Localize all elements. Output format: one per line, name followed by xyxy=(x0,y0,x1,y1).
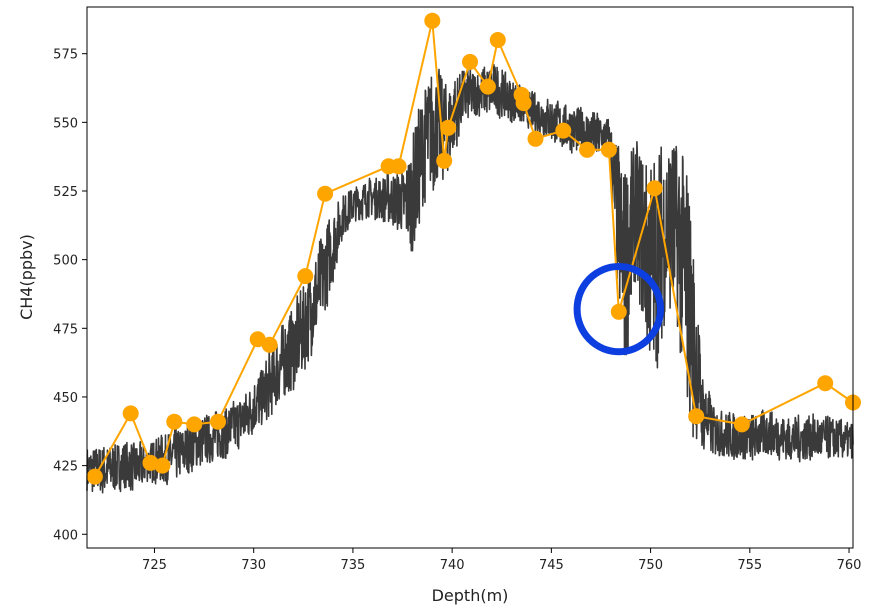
data-point-4 xyxy=(166,413,183,430)
x-tick-label: 740 xyxy=(440,558,465,573)
data-point-25 xyxy=(610,303,627,320)
data-point-5 xyxy=(186,416,203,433)
x-axis-label: Depth(m) xyxy=(432,586,509,605)
data-point-17 xyxy=(479,78,496,95)
data-point-16 xyxy=(462,53,478,70)
y-tick-label: 450 xyxy=(53,391,78,406)
data-point-20 xyxy=(515,95,532,112)
data-point-15 xyxy=(440,119,457,136)
y-axis-ticks: 400 425 450 475 500 525 550 575 xyxy=(53,48,87,543)
data-point-18 xyxy=(489,32,506,48)
plot-frame xyxy=(86,6,854,549)
data-point-7 xyxy=(249,331,266,348)
x-tick-label: 725 xyxy=(142,558,167,573)
data-point-26 xyxy=(646,180,663,197)
data-point-2 xyxy=(142,454,159,471)
y-tick-label: 575 xyxy=(53,48,78,63)
y-tick-label: 500 xyxy=(53,254,78,269)
data-point-1 xyxy=(122,405,139,422)
data-point-9 xyxy=(297,268,314,285)
data-point-6 xyxy=(210,413,226,430)
marker-series-points xyxy=(86,12,861,485)
x-tick-label: 755 xyxy=(737,558,762,573)
y-tick-label: 400 xyxy=(53,528,78,543)
x-tick-label: 760 xyxy=(837,558,862,573)
x-tick-label: 750 xyxy=(638,558,663,573)
y-tick-label: 425 xyxy=(53,460,78,475)
y-tick-label: 525 xyxy=(53,185,78,200)
data-point-8 xyxy=(261,336,278,353)
x-tick-label: 730 xyxy=(241,558,266,573)
highlight-circle-0 xyxy=(573,263,664,356)
data-point-29 xyxy=(817,375,834,392)
data-point-14 xyxy=(436,152,453,169)
data-point-13 xyxy=(424,12,441,29)
data-point-28 xyxy=(733,416,750,433)
x-tick-label: 735 xyxy=(341,558,366,573)
data-point-12 xyxy=(390,158,407,175)
x-tick-label: 745 xyxy=(539,558,564,573)
data-point-0 xyxy=(86,468,103,485)
data-point-21 xyxy=(527,130,544,147)
y-axis-label: CH4(ppbv) xyxy=(17,234,36,320)
data-point-10 xyxy=(317,185,334,202)
data-point-3 xyxy=(154,457,171,474)
data-point-22 xyxy=(555,122,572,139)
x-axis-ticks: 725 730 735 740 745 750 755 760 xyxy=(142,548,861,573)
y-tick-label: 475 xyxy=(53,322,78,337)
highlight-annotations xyxy=(573,263,664,356)
y-tick-label: 550 xyxy=(53,116,78,131)
data-point-27 xyxy=(688,408,705,425)
data-point-24 xyxy=(600,141,617,158)
data-point-23 xyxy=(579,141,596,158)
